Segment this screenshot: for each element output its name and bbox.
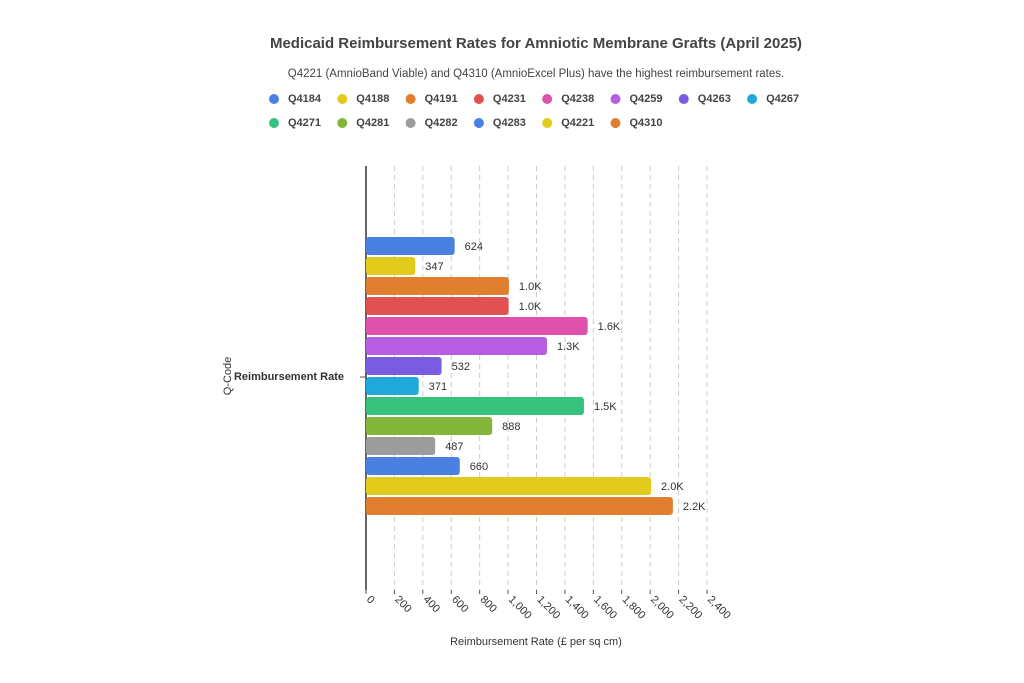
- legend-label: Q4283: [493, 117, 526, 129]
- value-label: 2.0K: [661, 481, 684, 493]
- bar: [366, 317, 588, 335]
- legend-marker: [337, 118, 348, 128]
- bar: [366, 297, 509, 315]
- legend-label: Q4184: [288, 93, 322, 105]
- value-label: 1.3K: [557, 341, 580, 353]
- x-tick-label: 1,400: [563, 594, 591, 622]
- value-label: 1.6K: [598, 321, 621, 333]
- x-axis-title: Reimbursement Rate (£ per sq cm): [450, 636, 622, 648]
- legend-label: Q4188: [356, 93, 389, 105]
- legend-marker: [337, 94, 348, 104]
- x-tick-label: 800: [477, 594, 498, 615]
- bar: [366, 357, 442, 375]
- x-tick-label: 1,800: [620, 594, 648, 622]
- legend-marker: [269, 94, 279, 104]
- legend-marker: [542, 118, 553, 128]
- bar: [366, 237, 455, 255]
- value-label: 2.2K: [683, 501, 706, 513]
- bar: [366, 257, 416, 275]
- value-label: 1.0K: [519, 281, 542, 293]
- legend-marker: [405, 118, 416, 128]
- value-label: 660: [470, 461, 488, 473]
- legend-marker: [542, 94, 553, 104]
- bar: [366, 397, 584, 415]
- legend-marker: [473, 94, 484, 104]
- legend-label: Q4281: [356, 117, 389, 129]
- legend-marker: [405, 94, 416, 104]
- legend-label: Q4267: [766, 93, 799, 105]
- legend-marker: [269, 118, 279, 128]
- legend-marker: [610, 94, 621, 104]
- x-tick-label: 1,000: [506, 594, 534, 622]
- bar: [366, 277, 509, 295]
- legend-label: Q4271: [288, 117, 321, 129]
- legend-label: Q4310: [630, 117, 663, 129]
- value-label: 888: [502, 421, 520, 433]
- legend-label: Q4282: [425, 117, 458, 129]
- bar: [366, 337, 548, 355]
- x-tick-label: 400: [421, 594, 442, 615]
- bar: [366, 417, 493, 435]
- x-tick-label: 2,400: [705, 594, 733, 622]
- value-label: 347: [425, 261, 443, 273]
- x-tick-label: 1,200: [534, 594, 562, 622]
- x-tick-label: 0: [364, 594, 377, 607]
- bar: [366, 377, 419, 395]
- legend-label: Q4231: [493, 93, 526, 105]
- value-label: 487: [445, 441, 463, 453]
- legend-label: Q4259: [630, 93, 663, 105]
- chart-subtitle: Q4221 (AmnioBand Viable) and Q4310 (Amni…: [288, 68, 784, 80]
- value-label: 371: [429, 381, 447, 393]
- legend-label: Q4238: [561, 93, 594, 105]
- y-axis-title: Q-Code: [222, 357, 234, 396]
- bar: [366, 457, 460, 475]
- value-label: 1.0K: [519, 301, 542, 313]
- chart-title: Medicaid Reimbursement Rates for Amnioti…: [270, 35, 802, 52]
- x-tick-label: 1,600: [591, 594, 619, 622]
- value-label: 1.5K: [594, 401, 617, 413]
- x-tick-label: 600: [449, 594, 470, 615]
- legend-label: Q4263: [698, 93, 731, 105]
- value-label: 624: [465, 241, 483, 253]
- bar: [366, 477, 652, 495]
- legend-marker: [473, 118, 484, 128]
- x-tick-label: 200: [392, 594, 413, 615]
- bar: [366, 497, 673, 515]
- legend-marker: [678, 94, 689, 104]
- legend-label: Q4221: [561, 117, 594, 129]
- x-tick-label: 2,000: [648, 594, 676, 622]
- legend-marker: [747, 94, 758, 104]
- y-tick-label: Reimbursement Rate: [234, 371, 344, 383]
- value-label: 532: [452, 361, 470, 373]
- legend-marker: [610, 118, 621, 128]
- x-tick-label: 2,200: [676, 594, 704, 622]
- legend-label: Q4191: [425, 93, 458, 105]
- bar: [366, 437, 436, 455]
